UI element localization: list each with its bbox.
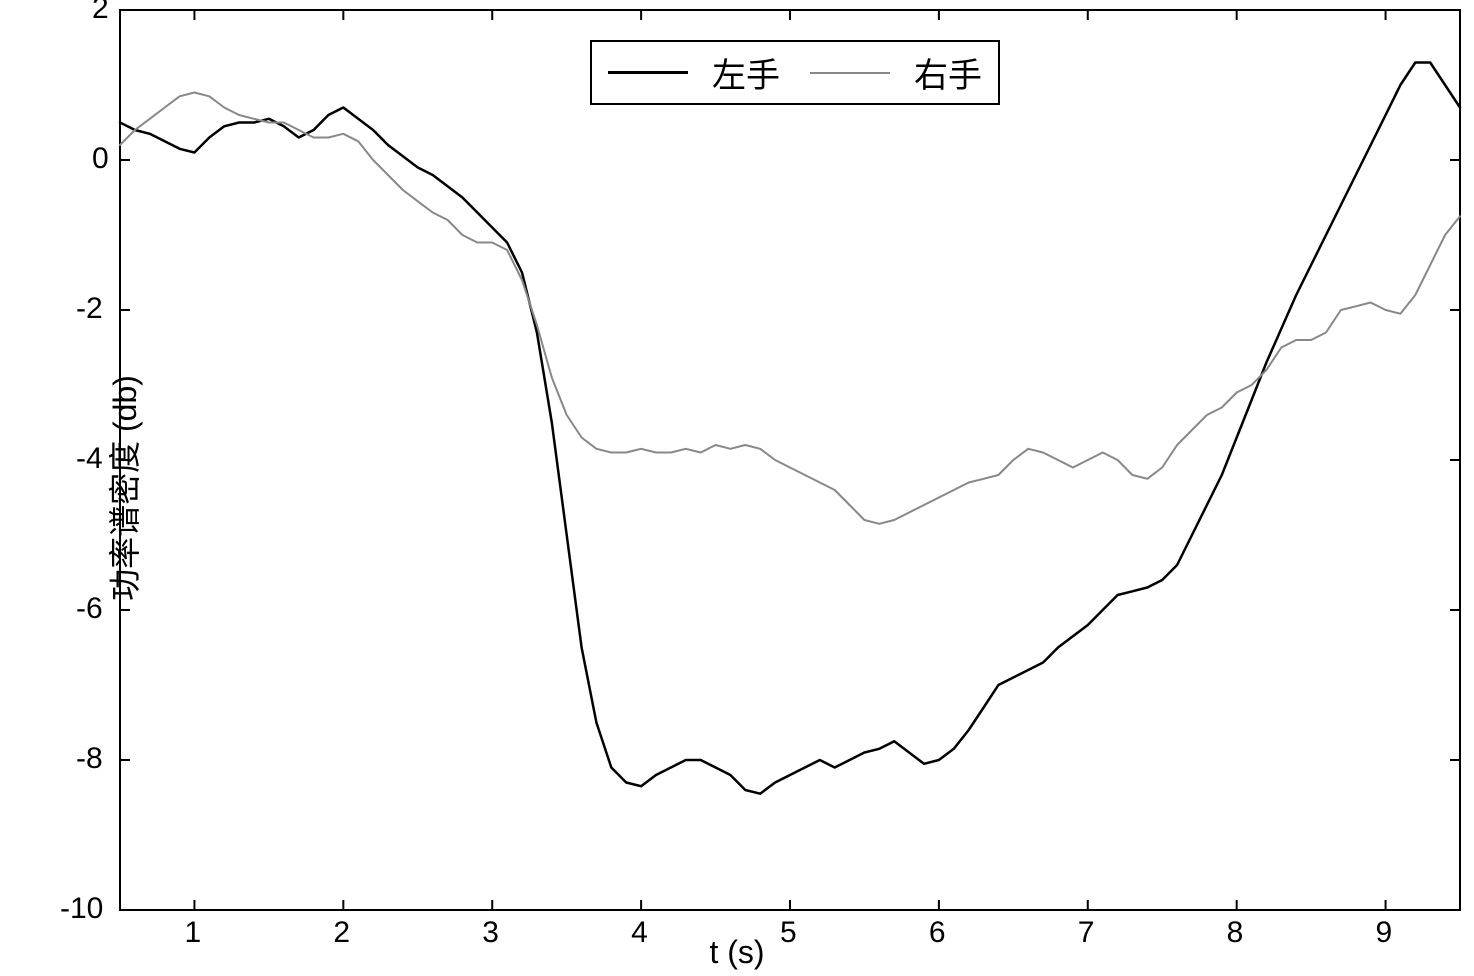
legend-label-right: 右手 [914,48,982,97]
legend-label-left: 左手 [712,48,780,97]
x-tick-label: 3 [482,916,499,950]
y-tick-label: -2 [76,292,103,326]
y-tick-label: 2 [92,0,109,26]
y-tick-label: -10 [60,892,103,926]
y-tick-label: -6 [76,592,103,626]
y-axis-label: 功率谱密度 (db) [100,375,146,601]
x-tick-label: 9 [1376,916,1393,950]
legend: 左手 右手 [590,40,1000,105]
x-tick-label: 5 [780,916,797,950]
legend-swatch-left [608,71,688,74]
x-tick-label: 7 [1078,916,1095,950]
legend-swatch-right [810,72,890,74]
psd-line-chart: 功率谱密度 (db) t (s) 左手 右手 1 2 3 4 5 6 7 8 9 -10 -8 -6 -… [0,0,1474,976]
x-tick-label: 2 [333,916,350,950]
legend-item-left: 左手 [608,48,780,97]
x-tick-label: 6 [929,916,946,950]
y-tick-label: 0 [92,142,109,176]
chart-svg [0,0,1474,976]
x-tick-label: 8 [1227,916,1244,950]
x-tick-label: 4 [631,916,648,950]
x-axis-label: t (s) [709,934,764,971]
x-tick-label: 1 [184,916,201,950]
y-tick-label: -8 [76,742,103,776]
y-tick-label: -4 [76,442,103,476]
legend-item-right: 右手 [810,48,982,97]
